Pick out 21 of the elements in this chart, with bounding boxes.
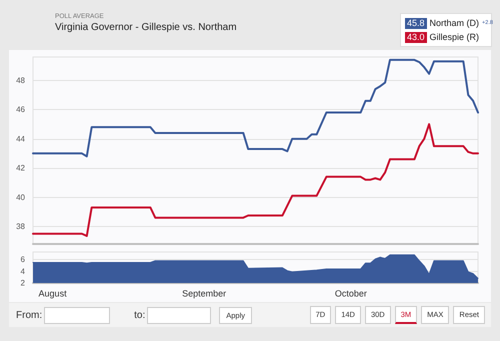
line-series [32, 58, 479, 158]
text: 45.8 [405, 18, 427, 28]
y-tick-label: 6 [20, 255, 26, 264]
text: 43.0 [405, 32, 427, 42]
x-tick-label: October [334, 288, 367, 298]
y-tick-label: 48 [16, 76, 26, 85]
y-tick-label: 40 [16, 192, 26, 202]
y-tick-label: 38 [16, 222, 26, 231]
x-tick-label: August [38, 288, 68, 298]
y-tick-label: 2 [20, 278, 26, 288]
text: From: [16, 310, 42, 320]
legend-label: Gillespie (R) [430, 32, 480, 42]
y-tick-label: 46 [16, 105, 26, 114]
y-tick-label: 42 [16, 164, 26, 173]
y-tick-label: 44 [16, 134, 26, 144]
y-tick-label: 4 [20, 266, 26, 276]
text: to: [134, 310, 146, 320]
line-series [32, 123, 479, 237]
chart-title: Virginia Governor - Gillespie vs. Northam [55, 22, 237, 33]
x-tick-label: September [182, 288, 226, 298]
legend-label: Northam (D) [430, 18, 480, 28]
